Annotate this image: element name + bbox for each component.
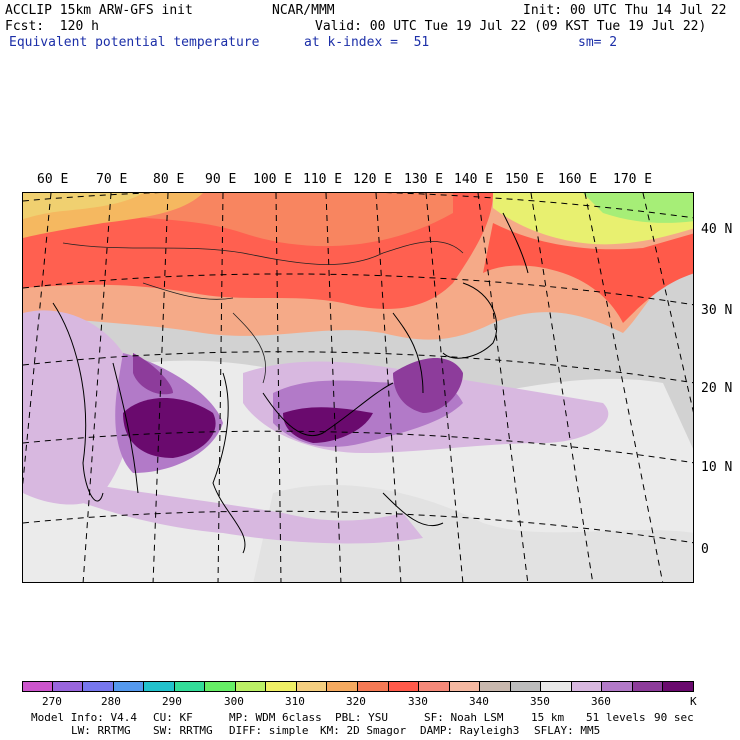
colorbar-unit: K — [690, 695, 697, 708]
colorbar-tick: 290 — [162, 695, 182, 708]
lon-label: 140 E — [454, 172, 494, 187]
producer: NCAR/MMM — [272, 3, 335, 18]
lon-label: 150 E — [505, 172, 545, 187]
footer-km: KM: 2D Smagor — [320, 724, 407, 737]
lat-label: 0 — [701, 542, 709, 557]
theta-e-map — [22, 192, 694, 583]
borders — [62, 241, 464, 384]
lon-label: 170 E — [613, 172, 653, 187]
footer-lw: LW: RRTMG — [71, 724, 131, 737]
colorbar-swatch — [541, 681, 572, 692]
india-outer — [23, 310, 134, 505]
colorbar-swatch — [358, 681, 389, 692]
colorbar-tick: 300 — [224, 695, 244, 708]
footer-sf: SF: Noah LSM — [424, 711, 504, 724]
colorbar-swatch — [205, 681, 236, 692]
map-graphic — [23, 193, 693, 582]
lat-label: 40 N — [701, 222, 733, 237]
footer-sflay: SFLAY: MM5 — [534, 724, 601, 737]
lat-label: 20 N — [701, 381, 733, 396]
footer-damp: DAMP: Rayleigh3 — [420, 724, 520, 737]
level-label: at k-index = 51 — [304, 35, 430, 50]
pacific-red-band — [483, 223, 693, 323]
lon-label: 110 E — [303, 172, 343, 187]
colorbar-tick: 270 — [42, 695, 62, 708]
colorbar-swatch — [144, 681, 175, 692]
colorbar-tick: 280 — [101, 695, 121, 708]
colorbar-swatch — [663, 681, 694, 692]
colorbar-swatch — [83, 681, 114, 692]
footer-pbl: PBL: YSU — [335, 711, 388, 724]
pacific-green-zone — [583, 193, 693, 223]
colorbar-swatch — [602, 681, 633, 692]
yellow-zone — [23, 193, 143, 219]
bay-of-bengal-low — [123, 398, 216, 458]
bengal-north-low — [133, 353, 173, 395]
light-grey-area — [253, 484, 693, 582]
colorbar-swatch — [419, 681, 450, 692]
lon-label: 130 E — [404, 172, 444, 187]
colorbar-swatch — [113, 681, 145, 692]
lon-label: 90 E — [205, 172, 237, 187]
colorbar-tick: 360 — [591, 695, 611, 708]
colorbar-tick: 350 — [530, 695, 550, 708]
footer-diff: DIFF: simple — [229, 724, 309, 737]
colorbar-swatch — [22, 681, 53, 692]
colorbar-swatch — [52, 681, 84, 692]
footer-sw: SW: RRTMG — [153, 724, 213, 737]
footer-levels: 51 levels — [586, 711, 646, 724]
lon-label: 70 E — [96, 172, 128, 187]
footer-model-info: Model Info: V4.4 — [31, 711, 137, 724]
colorbar-swatch — [235, 681, 267, 692]
field-name: Equivalent potential temperature — [9, 35, 260, 50]
colorbar-tick: 340 — [469, 695, 489, 708]
colorbar-swatch — [174, 681, 206, 692]
lon-label: 120 E — [353, 172, 393, 187]
lon-label: 100 E — [253, 172, 293, 187]
colorbar-swatch — [327, 681, 358, 692]
lat-label: 30 N — [701, 303, 733, 318]
lon-label: 160 E — [558, 172, 598, 187]
footer-mp: MP: WDM 6class — [229, 711, 322, 724]
colorbar-tick: 330 — [408, 695, 428, 708]
forecast-hour: Fcst: 120 h — [5, 19, 99, 34]
footer-timestep: 90 sec — [654, 711, 694, 724]
lon-label: 80 E — [153, 172, 185, 187]
colorbar-swatch — [632, 681, 664, 692]
lon-label: 60 E — [37, 172, 69, 187]
valid-time: Valid: 00 UTC Tue 19 Jul 22 (09 KST Tue … — [315, 19, 707, 34]
model-title: ACCLIP 15km ARW-GFS init — [5, 3, 193, 18]
colorbar-tick: 310 — [285, 695, 305, 708]
philippine-sea-low — [393, 358, 463, 413]
colorbar-swatch — [510, 681, 542, 692]
footer-resolution: 15 km — [531, 711, 565, 724]
coastlines — [52, 212, 529, 554]
lat-label: 10 N — [701, 460, 733, 475]
latitude-lines — [23, 193, 693, 544]
smoothing-label: sm= 2 — [578, 35, 618, 50]
init-time: Init: 00 UTC Thu 14 Jul 22 — [523, 3, 727, 18]
colorbar-swatch — [296, 681, 328, 692]
equatorial-light-purple — [83, 483, 423, 544]
colorbar-swatch — [388, 681, 420, 692]
footer-cu: CU: KF — [153, 711, 193, 724]
colorbar-tick: 320 — [346, 695, 366, 708]
colorbar-swatch — [266, 681, 297, 692]
colorbar-swatch — [571, 681, 603, 692]
colorbar-swatch — [449, 681, 481, 692]
colorbar — [22, 681, 694, 692]
colorbar-swatch — [480, 681, 511, 692]
longitude-lines — [23, 193, 693, 582]
